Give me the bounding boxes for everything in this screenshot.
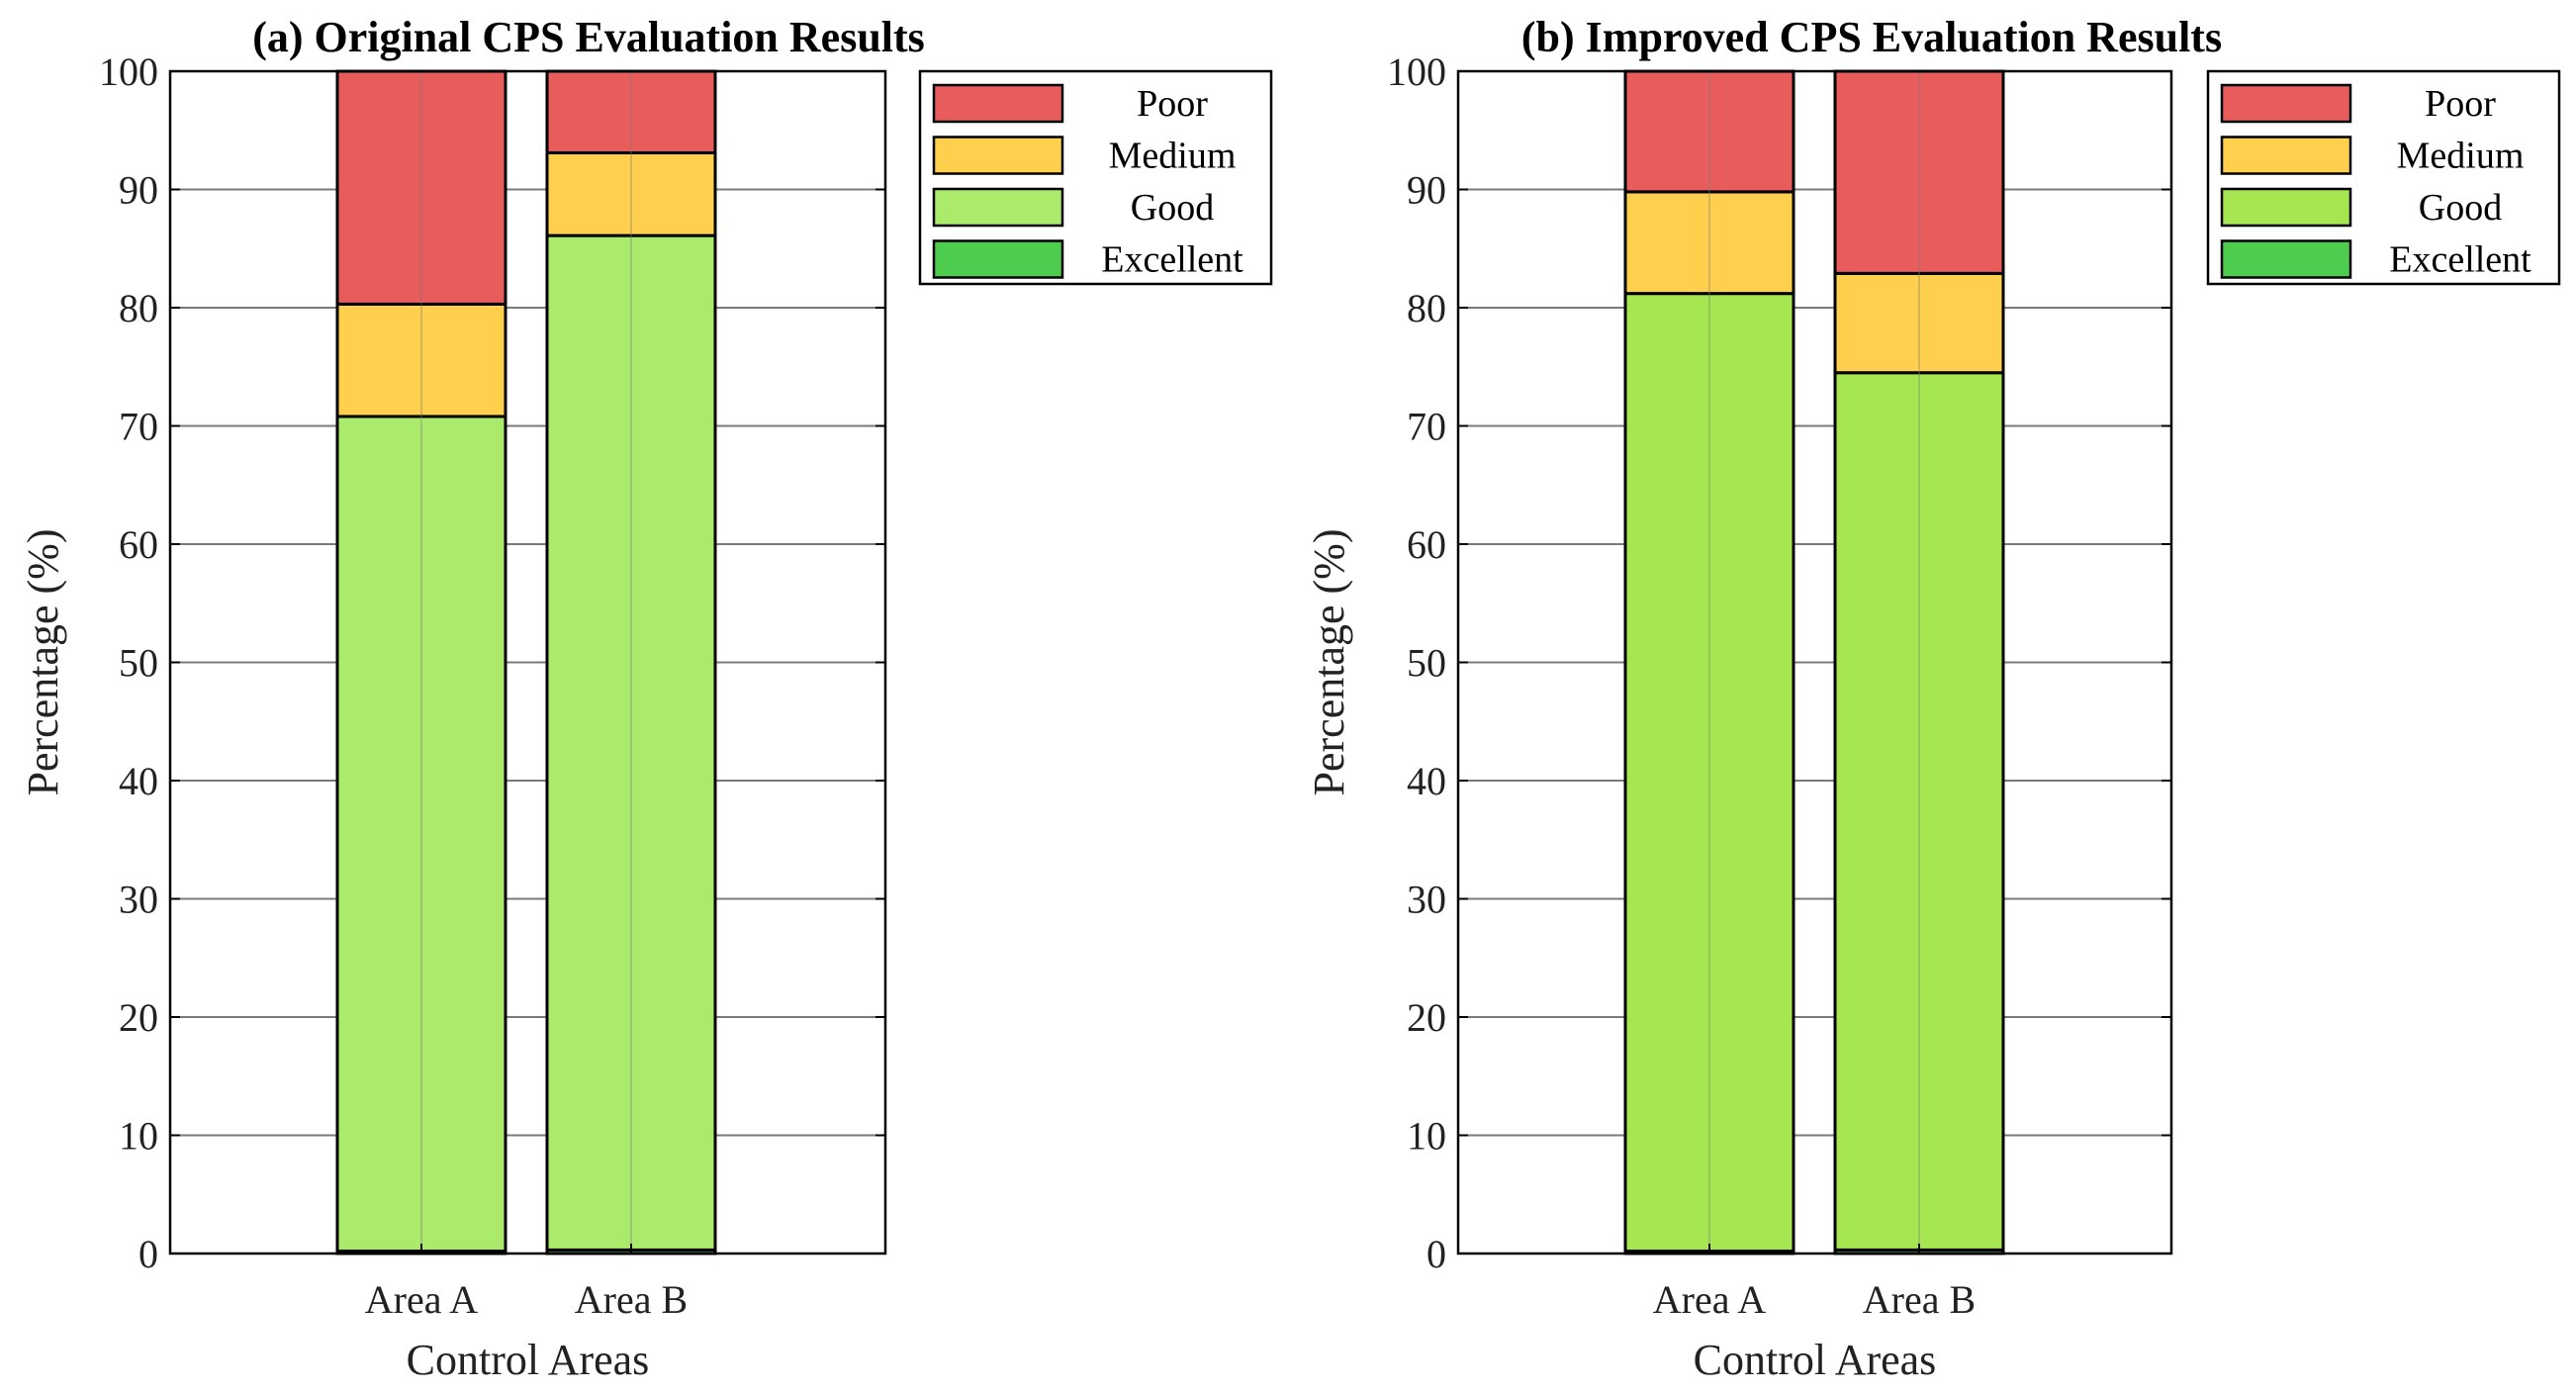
y-tick-label: 100: [99, 49, 158, 94]
bar-poor-area-b: [545, 69, 717, 154]
y-tick-label: 70: [119, 405, 158, 449]
x-tick-label: Area B: [1863, 1277, 1976, 1322]
panel-original: (a) Original CPS Evaluation Results Area …: [19, 13, 1273, 1384]
bar-good-area-b: [545, 233, 717, 1252]
y-tick-label: 70: [1407, 405, 1446, 449]
legend-label-excellent: Excellent: [1101, 239, 1243, 281]
y-tick-label: 100: [1387, 49, 1446, 94]
legend-label-poor: Poor: [1137, 83, 1208, 125]
legend-swatch-good: [932, 187, 1064, 228]
x-axis-label: Control Areas: [407, 1336, 650, 1384]
y-tick-label: 30: [119, 878, 158, 922]
y-tick-label: 90: [119, 168, 158, 213]
legend-swatch-medium: [932, 136, 1064, 175]
legend-swatch-poor: [2220, 83, 2352, 124]
y-tick-label: 30: [1407, 878, 1446, 922]
bar-good-area-a: [335, 415, 507, 1254]
bar-medium-area-b: [1833, 271, 2005, 375]
y-tick-label: 10: [1407, 1114, 1446, 1159]
chart-title: (a) Original CPS Evaluation Results: [252, 13, 925, 61]
y-tick-label: 80: [119, 286, 158, 330]
y-tick-label: 20: [1407, 995, 1446, 1040]
legend-label-good: Good: [2419, 187, 2502, 229]
y-tick-label: 20: [119, 995, 158, 1040]
x-tick-label: Area A: [1653, 1277, 1767, 1322]
legend-label-good: Good: [1131, 187, 1214, 229]
y-axis-label: Percentage (%): [19, 529, 67, 796]
y-tick-label: 50: [1407, 641, 1446, 686]
y-tick-label: 40: [1407, 759, 1446, 803]
y-tick-label: 90: [1407, 168, 1446, 213]
x-tick-label: Area A: [365, 1277, 479, 1322]
y-tick-label: 0: [1426, 1232, 1446, 1276]
y-tick-label: 60: [1407, 522, 1446, 567]
y-tick-label: 40: [119, 759, 158, 803]
y-tick-label: 10: [119, 1114, 158, 1159]
legend-swatch-medium: [2220, 136, 2352, 175]
legend-label-medium: Medium: [1109, 136, 1237, 177]
legend-swatch-excellent: [2220, 239, 2352, 279]
panel-improved: (b) Improved CPS Evaluation Results Area …: [1305, 13, 2561, 1384]
chart-title: (b) Improved CPS Evaluation Results: [1521, 13, 2222, 61]
x-axis-label: Control Areas: [1694, 1336, 1937, 1384]
legend-swatch-excellent: [932, 239, 1064, 279]
bar-poor-area-a: [1623, 69, 1795, 194]
legend-label-excellent: Excellent: [2389, 239, 2531, 281]
legend-label-medium: Medium: [2397, 136, 2525, 177]
y-tick-label: 0: [138, 1232, 158, 1276]
bar-poor-area-a: [335, 69, 507, 306]
y-tick-label: 50: [119, 641, 158, 686]
legend-swatch-good: [2220, 187, 2352, 228]
y-axis-label: Percentage (%): [1305, 529, 1353, 796]
y-tick-label: 80: [1407, 286, 1446, 330]
y-tick-label: 60: [119, 522, 158, 567]
x-tick-label: Area B: [575, 1277, 688, 1322]
legend-swatch-poor: [932, 83, 1064, 124]
bar-poor-area-b: [1833, 69, 2005, 275]
bar-good-area-a: [1623, 292, 1795, 1254]
legend-label-poor: Poor: [2425, 83, 2496, 125]
